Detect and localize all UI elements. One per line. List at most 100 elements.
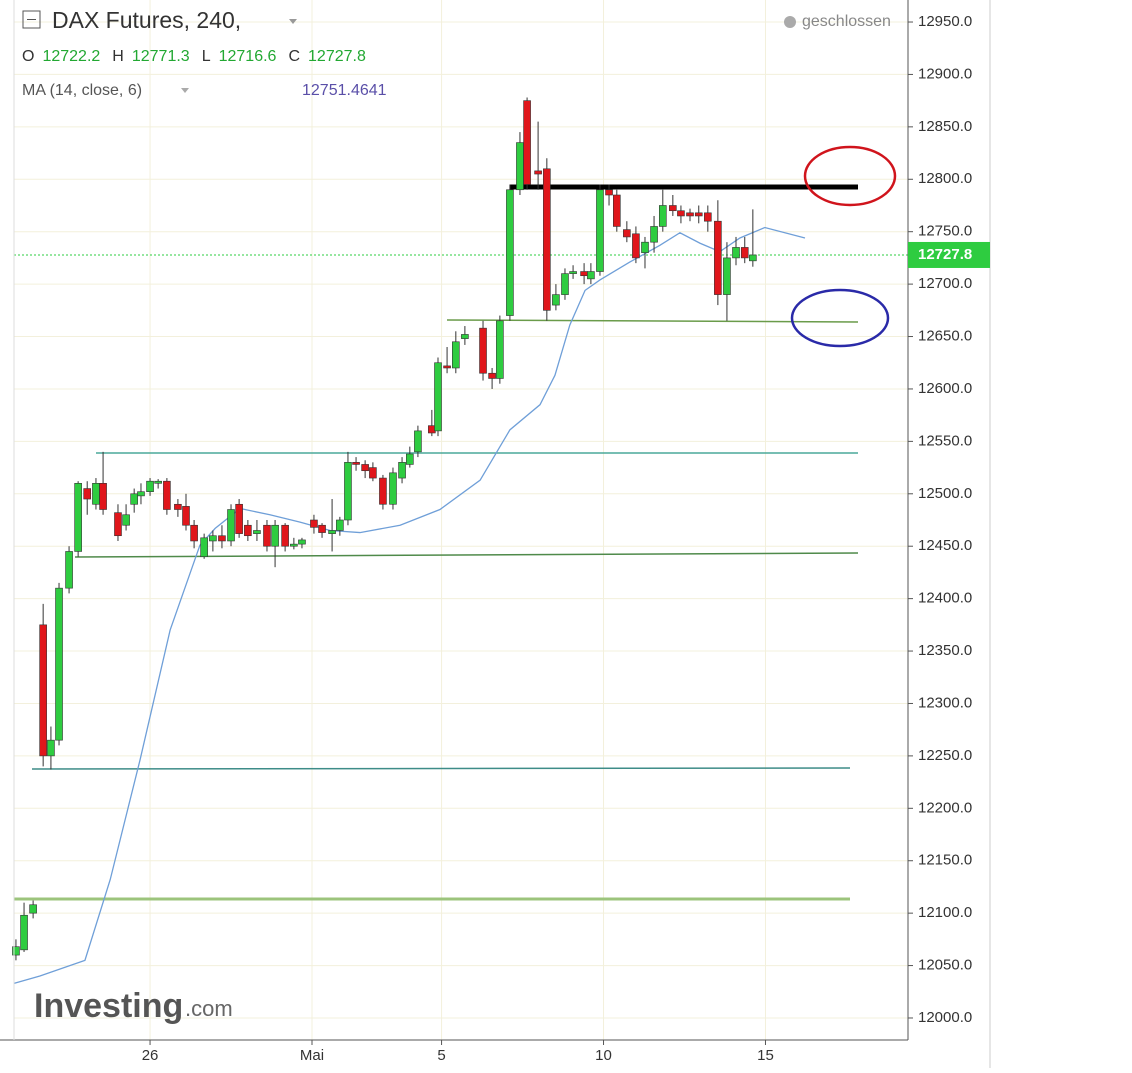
candle-body [99, 483, 107, 510]
candle-body [632, 233, 640, 259]
ohlc-header: O 12722.2 H 12771.3 L 12716.6 C 12727.8 [22, 48, 366, 65]
candle-body [146, 480, 154, 492]
y-tick-label: 12000.0 [918, 1009, 972, 1026]
x-tick-label: 10 [595, 1047, 612, 1064]
x-tick-label: 5 [437, 1047, 445, 1064]
candle-body [506, 189, 514, 316]
candle-body [92, 483, 100, 505]
y-tick-label: 12450.0 [918, 537, 972, 554]
candle-body [714, 220, 722, 295]
candle-body [29, 904, 37, 914]
candle-body [352, 462, 360, 465]
chart-title: DAX Futures, 240, [52, 7, 241, 33]
candle-body [74, 483, 82, 552]
y-tick-label: 12600.0 [918, 380, 972, 397]
candle-body [561, 273, 569, 295]
candle-body [686, 212, 694, 217]
candle-body [613, 194, 621, 227]
candle-body [379, 477, 387, 505]
y-tick-label: 12250.0 [918, 747, 972, 764]
marks [12, 97, 908, 985]
candle-body [749, 254, 757, 262]
indicator-name: MA (14, close, 6) [22, 82, 142, 99]
level-line [31, 767, 851, 770]
y-tick-label: 12800.0 [918, 170, 972, 187]
candle-body [336, 519, 344, 531]
candle-body [20, 914, 28, 951]
ohlc-value: 12727.8 [308, 48, 366, 65]
last-price-tag [908, 241, 990, 268]
candle-body [543, 168, 551, 311]
candle-body [290, 543, 298, 547]
candle-body [389, 472, 397, 505]
y-tick-label: 12500.0 [918, 485, 972, 502]
candle-body [461, 334, 469, 339]
candle-body [122, 514, 130, 526]
candle-body [137, 491, 145, 497]
y-tick-label: 12200.0 [918, 799, 972, 816]
y-tick-label: 12300.0 [918, 694, 972, 711]
candle-body [130, 493, 138, 505]
candle-body [235, 503, 243, 534]
candle-body [732, 247, 740, 259]
candle-body [496, 320, 504, 379]
candle-body [47, 739, 55, 757]
ohlc-letter: L [202, 48, 211, 65]
candle-body [452, 341, 460, 369]
candle-body [414, 430, 422, 453]
last-price-label: 12727.8 [918, 246, 972, 263]
candle-body [641, 241, 649, 253]
candle-body [361, 464, 369, 472]
status-dot [784, 16, 796, 28]
dropdown-icon[interactable] [181, 88, 189, 93]
candle-body [723, 257, 731, 295]
candle-body [328, 530, 336, 534]
ohlc-value: 12771.3 [132, 48, 190, 65]
candle-body [523, 100, 531, 185]
ohlc-letter: H [112, 48, 124, 65]
collapse-icon[interactable] [22, 10, 41, 29]
candle-body [443, 365, 451, 369]
candle-body [605, 189, 613, 196]
y-tick-label: 12150.0 [918, 852, 972, 869]
y-tick-label: 12550.0 [918, 432, 972, 449]
candle-body [55, 587, 63, 741]
y-tick-label: 12850.0 [918, 118, 972, 135]
candle-body [434, 362, 442, 432]
candle-body [694, 212, 703, 217]
ma-line [13, 226, 806, 985]
ohlc-value: 12716.6 [219, 48, 277, 65]
candle-body [488, 372, 496, 379]
candle-body [669, 205, 677, 212]
ohlc-letter: C [288, 48, 300, 65]
candle-body [310, 519, 318, 528]
candle-body [114, 512, 122, 537]
indicator-value: 12751.4641 [302, 82, 387, 99]
y-tick-label: 12650.0 [918, 328, 972, 345]
y-tick-label: 12400.0 [918, 590, 972, 607]
candle-body [281, 524, 289, 547]
y-tick-label: 12050.0 [918, 957, 972, 974]
candle-body [534, 170, 542, 175]
candle-body [406, 453, 414, 465]
candle-body [218, 535, 226, 542]
y-tick-label: 12350.0 [918, 642, 972, 659]
support-line [446, 319, 859, 323]
axes: 12000.0 12050.0 12100.0 12150.0 12200.0 12250… [142, 13, 990, 1064]
x-tick-label: Mai [300, 1047, 324, 1064]
candle-body [253, 530, 261, 534]
candle-body [552, 294, 560, 306]
ohlc-letter: O [22, 48, 34, 65]
x-tick-label: 15 [757, 1047, 774, 1064]
candle-body [580, 271, 588, 277]
dropdown-icon[interactable] [289, 19, 297, 24]
candle-body [174, 503, 182, 510]
candle-body [12, 946, 20, 956]
drawings [14, 145, 897, 901]
highlight-ellipse [790, 288, 890, 348]
y-tick-label: 12900.0 [918, 65, 972, 82]
candle-body [623, 229, 631, 238]
y-tick-label: 12700.0 [918, 275, 972, 292]
candle-body [190, 524, 198, 542]
